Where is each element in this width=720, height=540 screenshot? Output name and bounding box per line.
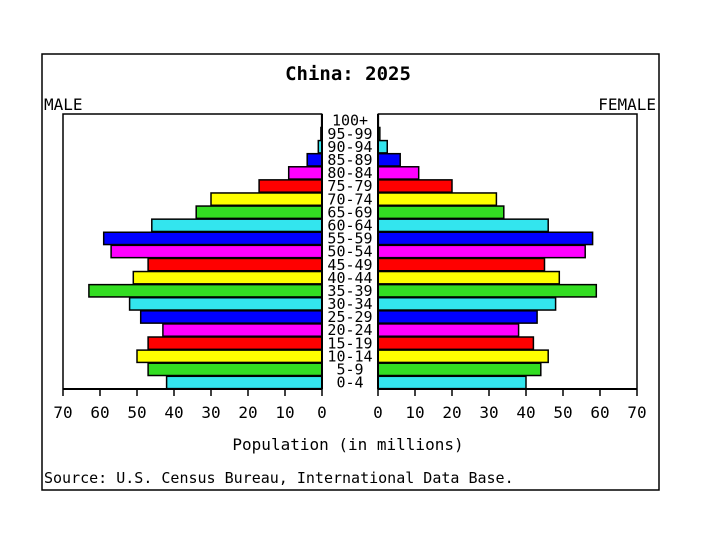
age-label-75-79: 75-79 xyxy=(327,177,372,195)
age-label-90-94: 90-94 xyxy=(327,138,372,156)
age-label-100+: 100+ xyxy=(332,112,368,130)
age-label-55-59: 55-59 xyxy=(327,230,372,248)
age-label-45-49: 45-49 xyxy=(327,256,372,274)
female-bar-80-84 xyxy=(377,166,420,180)
female-bar-30-34 xyxy=(377,296,557,311)
male-bar-35-39 xyxy=(88,283,323,298)
male-bar-70-74 xyxy=(210,192,323,207)
male-tick-label-70: 70 xyxy=(53,403,72,422)
female-tick-label-50: 50 xyxy=(553,403,572,422)
age-label-20-24: 20-24 xyxy=(327,321,372,339)
male-tick-label-60: 60 xyxy=(90,403,109,422)
female-bar-85-89 xyxy=(377,152,401,167)
source-note: Source: U.S. Census Bureau, Internationa… xyxy=(44,469,514,487)
male-tick-label-30: 30 xyxy=(201,403,220,422)
age-label-95-99: 95-99 xyxy=(327,125,372,143)
age-label-40-44: 40-44 xyxy=(327,269,372,287)
male-label: MALE xyxy=(44,95,83,114)
female-bar-55-59 xyxy=(377,231,594,246)
female-bar-5-9 xyxy=(377,362,542,377)
female-tick-label-40: 40 xyxy=(516,403,535,422)
male-tick-label-50: 50 xyxy=(127,403,146,422)
female-bar-15-19 xyxy=(377,336,535,351)
male-frame-edge xyxy=(62,113,322,389)
age-label-15-19: 15-19 xyxy=(327,334,372,352)
age-label-65-69: 65-69 xyxy=(327,203,372,221)
male-bar-10-14 xyxy=(136,349,323,364)
male-bar-5-9 xyxy=(147,362,323,377)
male-bar-85-89 xyxy=(306,152,323,167)
female-tick-label-70: 70 xyxy=(627,403,646,422)
male-bar-40-44 xyxy=(132,270,323,285)
male-bar-65-69 xyxy=(195,205,323,220)
female-label: FEMALE xyxy=(598,95,656,114)
male-tick-label-40: 40 xyxy=(164,403,183,422)
female-bar-0-4 xyxy=(377,375,527,390)
male-bar-80-84 xyxy=(287,166,323,180)
female-tick-label-60: 60 xyxy=(590,403,609,422)
male-bar-60-64 xyxy=(151,218,323,233)
male-tick-label-20: 20 xyxy=(238,403,257,422)
male-tick-label-0: 0 xyxy=(317,403,327,422)
age-label-25-29: 25-29 xyxy=(327,308,372,326)
female-bar-70-74 xyxy=(377,192,498,207)
male-bar-25-29 xyxy=(139,310,323,324)
age-label-60-64: 60-64 xyxy=(327,216,372,234)
female-bar-25-29 xyxy=(377,310,538,324)
age-label-50-54: 50-54 xyxy=(327,243,372,261)
age-label-0-4: 0-4 xyxy=(336,374,363,392)
age-label-35-39: 35-39 xyxy=(327,282,372,300)
female-bar-10-14 xyxy=(377,349,549,364)
age-label-70-74: 70-74 xyxy=(327,190,372,208)
x-axis-label: Population (in millions) xyxy=(232,435,463,454)
chart-title: China: 2025 xyxy=(285,63,411,85)
female-tick-label-0: 0 xyxy=(373,403,383,422)
female-bar-45-49 xyxy=(377,257,546,272)
age-label-10-14: 10-14 xyxy=(327,347,372,365)
female-tick-label-10: 10 xyxy=(405,403,424,422)
male-bar-45-49 xyxy=(147,257,323,272)
female-bar-20-24 xyxy=(377,323,520,337)
male-bar-30-34 xyxy=(128,296,323,311)
male-bar-75-79 xyxy=(258,179,323,193)
female-tick-label-20: 20 xyxy=(442,403,461,422)
female-tick-label-30: 30 xyxy=(479,403,498,422)
male-bar-20-24 xyxy=(162,323,323,337)
female-frame-edge xyxy=(378,113,638,389)
female-bar-75-79 xyxy=(377,179,453,193)
female-bar-35-39 xyxy=(377,283,598,298)
male-bar-50-54 xyxy=(110,244,323,259)
female-bar-65-69 xyxy=(377,205,505,220)
age-label-85-89: 85-89 xyxy=(327,151,372,169)
female-bar-50-54 xyxy=(377,244,586,259)
male-bar-0-4 xyxy=(165,375,323,390)
female-bar-90-94 xyxy=(377,139,388,154)
female-bar-40-44 xyxy=(377,270,561,285)
female-bar-60-64 xyxy=(377,218,549,233)
male-bar-55-59 xyxy=(102,231,323,246)
age-label-5-9: 5-9 xyxy=(336,361,363,379)
age-label-30-34: 30-34 xyxy=(327,295,372,313)
male-tick-label-10: 10 xyxy=(275,403,294,422)
male-bar-15-19 xyxy=(147,336,323,351)
age-label-80-84: 80-84 xyxy=(327,164,372,182)
